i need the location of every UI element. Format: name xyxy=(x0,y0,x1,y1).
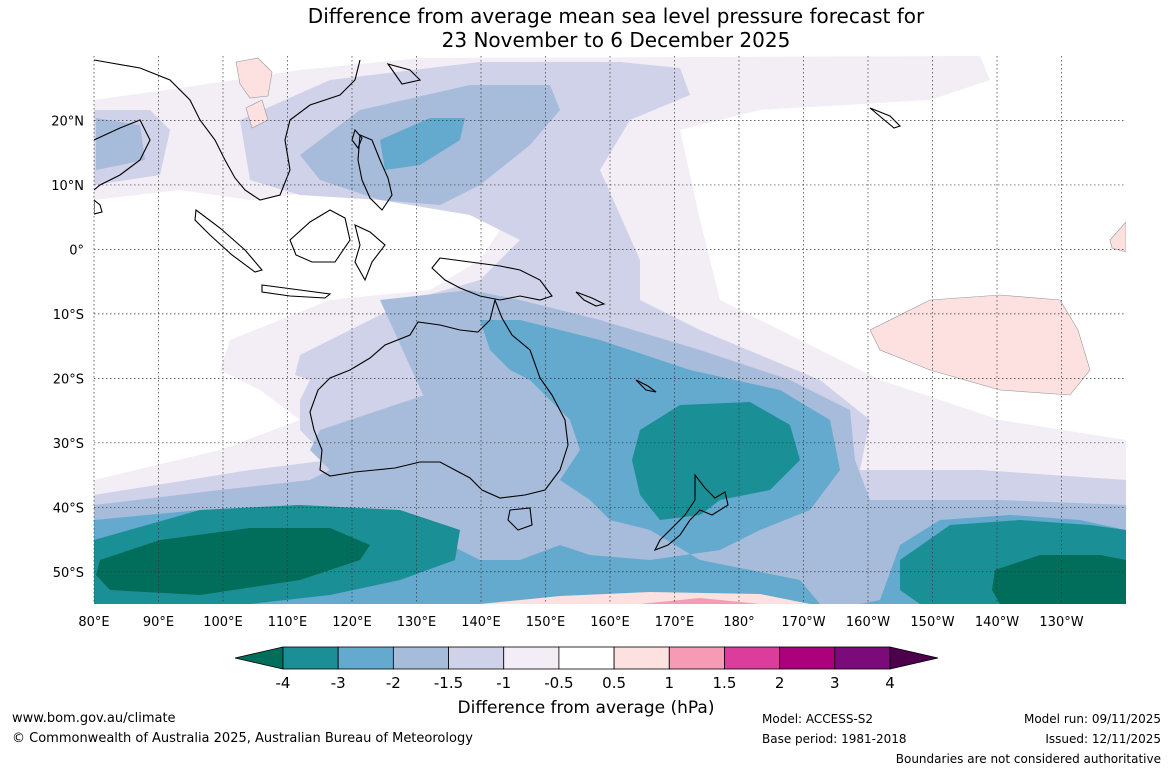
graticule xyxy=(93,56,1126,604)
title-line-1: Difference from average mean sea level p… xyxy=(307,4,925,28)
contour-positive-pacific xyxy=(869,294,1091,396)
coastlines xyxy=(94,59,902,552)
colorbar-tick-label: 4 xyxy=(885,674,895,692)
longitude-label: 140°E xyxy=(461,615,501,630)
australia-coastline xyxy=(309,298,569,499)
longitude-label: 150°E xyxy=(526,615,566,630)
map-title: Difference from average mean sea level p… xyxy=(0,4,1173,52)
longitude-label: 180° xyxy=(723,615,754,630)
colorbar-tick-label: 3 xyxy=(830,674,840,692)
longitude-label: 120°E xyxy=(332,615,372,630)
contour-positive-china xyxy=(235,57,273,129)
colorbar-tick-label: 1 xyxy=(664,674,674,692)
solomon-islands-coastline xyxy=(575,291,606,307)
longitude-label: 90°E xyxy=(143,615,174,630)
colorbar-tick-label: -0.5 xyxy=(544,674,573,692)
colorbar-boxes xyxy=(234,646,939,670)
new-zealand-coastline xyxy=(653,473,729,552)
colorbar-swatch xyxy=(558,646,615,670)
longitude-label: 140°W xyxy=(975,615,1019,630)
colorbar-tick-label: 2 xyxy=(775,674,785,692)
latitude-label: 50°S xyxy=(53,566,84,581)
contour-positive-equator xyxy=(1109,221,1126,253)
colorbar-tick-label: -3 xyxy=(331,674,346,692)
colorbar-swatch xyxy=(282,646,339,670)
longitude-label: 80°E xyxy=(78,615,109,630)
longitude-label: 130°E xyxy=(397,615,437,630)
latitude-label: 10°N xyxy=(51,179,84,194)
model-run-date: Model run: 09/11/2025 xyxy=(1023,712,1161,726)
colorbar-swatch xyxy=(448,646,505,670)
sulawesi-coastline xyxy=(354,224,386,282)
latitude-labels: 20°N 10°N 0° 10°S 20°S 30°S 40°S 50°S xyxy=(51,114,84,580)
tasmania-coastline xyxy=(507,507,533,531)
colorbar-extend-low xyxy=(234,646,284,670)
latitude-label: 40°S xyxy=(53,501,84,516)
longitude-label: 160°W xyxy=(846,615,890,630)
longitude-label: 100°E xyxy=(203,615,243,630)
longitude-label: 170°W xyxy=(781,615,825,630)
model-name: Model: ACCESS-S2 xyxy=(762,712,874,726)
latitude-label: 30°S xyxy=(53,437,84,452)
colorbar-swatch xyxy=(668,646,725,670)
latitude-label: 0° xyxy=(69,243,84,258)
latitude-label: 20°N xyxy=(51,114,84,129)
new-caledonia-coastline xyxy=(635,379,657,393)
colorbar-swatch xyxy=(337,646,394,670)
colorbar-extend-high xyxy=(889,646,939,670)
latitude-label: 10°S xyxy=(53,308,84,323)
contour-band-deep-teal xyxy=(96,528,1126,604)
asia-mainland-coastline xyxy=(94,59,361,201)
colorbar-tick-label: -1 xyxy=(496,674,511,692)
base-period: Base period: 1981-2018 xyxy=(762,732,907,746)
longitude-label: 150°W xyxy=(910,615,954,630)
longitude-label: 170°E xyxy=(655,615,695,630)
colorbar-swatch xyxy=(834,646,891,670)
colorbar-swatch xyxy=(613,646,670,670)
india-coastline xyxy=(94,119,151,191)
longitude-label: 110°E xyxy=(268,615,308,630)
colorbar-tick-label: -2 xyxy=(386,674,401,692)
longitude-labels: 80°E 90°E 100°E 110°E 120°E 130°E 140°E 150°E 16… xyxy=(78,615,1083,630)
issued-date: Issued: 12/11/2025 xyxy=(1045,732,1161,746)
borneo-coastline xyxy=(289,209,351,263)
title-line-2: 23 November to 6 December 2025 xyxy=(441,28,791,52)
colorbar-tick-label: 0.5 xyxy=(602,674,626,692)
latitude-label: 20°S xyxy=(53,372,84,387)
java-coastline xyxy=(261,284,332,299)
copyright-text: © Commonwealth of Australia 2025, Austra… xyxy=(12,731,473,746)
japan-coastline xyxy=(386,63,422,85)
new-guinea-coastline xyxy=(431,257,553,301)
sumatra-coastline xyxy=(194,208,263,273)
colorbar-swatch xyxy=(724,646,781,670)
longitude-label: 130°W xyxy=(1039,615,1083,630)
colorbar-ticks: -4 -3 -2 -1.5 -1 -0.5 0.5 1 1.5 2 3 4 xyxy=(276,674,895,692)
colorbar-swatch xyxy=(503,646,560,670)
colorbar-label: Difference from average (hPa) xyxy=(458,698,715,718)
colorbar-tick-label: -4 xyxy=(276,674,291,692)
colorbar-tick-label: 1.5 xyxy=(713,674,737,692)
longitude-label: 160°E xyxy=(590,615,630,630)
website-link[interactable]: www.bom.gov.au/climate xyxy=(12,711,176,726)
hawaii-coastline xyxy=(869,107,902,129)
colorbar-swatch xyxy=(779,646,836,670)
philippines-coastline xyxy=(357,134,393,211)
contour-positive-south-pink xyxy=(640,598,760,604)
boundaries-disclaimer: Boundaries are not considered authoritat… xyxy=(895,752,1161,766)
colorbar-swatch xyxy=(392,646,449,670)
colorbar-tick-label: -1.5 xyxy=(434,674,463,692)
taiwan-coastline xyxy=(351,128,363,150)
sri-lanka-coastline xyxy=(94,199,103,215)
